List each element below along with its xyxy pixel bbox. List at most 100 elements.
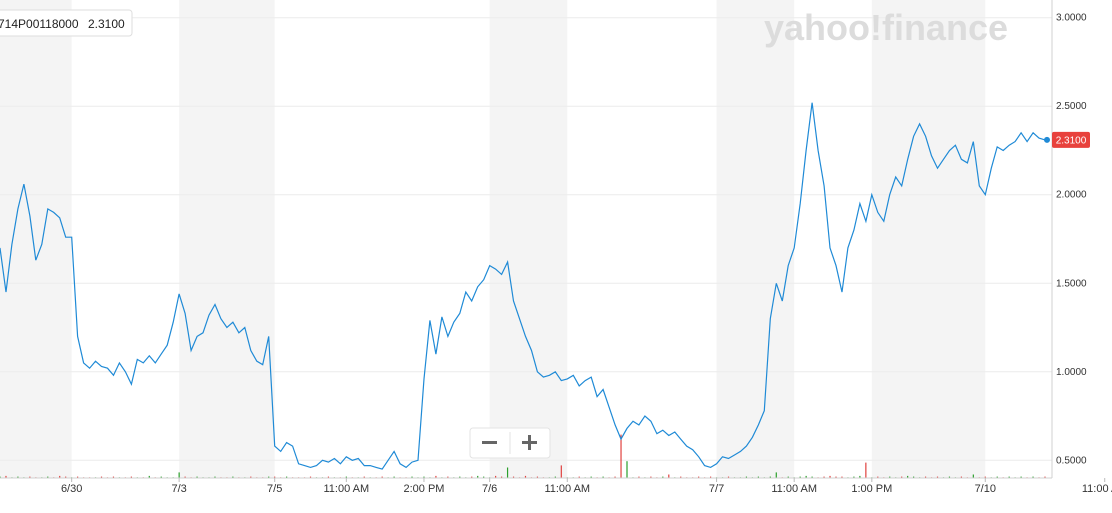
symbol-label: 714P00118000 bbox=[0, 17, 79, 31]
x-tick-label: 11:00 AM bbox=[324, 483, 370, 495]
volume-bar bbox=[506, 467, 509, 478]
y-tick-label: 0.5000 bbox=[1056, 455, 1087, 466]
volume-bar bbox=[268, 476, 270, 478]
volume-bar bbox=[811, 476, 813, 478]
volume-bar bbox=[602, 476, 604, 478]
x-tick-label: 7/7 bbox=[709, 483, 724, 495]
volume-bar bbox=[309, 476, 312, 478]
symbol-tag: 714P00118000 2.3100 bbox=[0, 9, 133, 37]
volume-bar bbox=[823, 476, 825, 478]
session-band bbox=[489, 0, 568, 478]
volume-bar bbox=[924, 476, 927, 478]
x-tick-label: 2:00 PM bbox=[403, 483, 444, 495]
volume-bar bbox=[913, 476, 915, 478]
volume-bar bbox=[112, 476, 115, 478]
zoom-in-button[interactable] bbox=[512, 430, 548, 456]
volume-bar bbox=[745, 476, 748, 478]
symbol-value: 2.3100 bbox=[88, 17, 125, 31]
zoom-out-button[interactable] bbox=[472, 430, 508, 456]
volume-bar bbox=[184, 476, 186, 478]
minus-icon bbox=[482, 441, 497, 444]
volume-bar bbox=[835, 476, 837, 478]
x-tick-label: 1:00 PM bbox=[851, 483, 892, 495]
volume-bar bbox=[787, 476, 789, 478]
volume-bar bbox=[232, 476, 234, 478]
session-band bbox=[0, 0, 72, 478]
volume-bar bbox=[393, 476, 395, 478]
volume-bar bbox=[590, 476, 592, 478]
volume-bar bbox=[77, 476, 79, 478]
volume-bar bbox=[0, 476, 1, 478]
volume-bar bbox=[650, 476, 652, 478]
yahoo-finance-watermark: yahoo!finance bbox=[764, 7, 1008, 48]
volume-bar bbox=[130, 476, 132, 478]
volume-bar bbox=[668, 474, 670, 478]
volume-bar bbox=[160, 476, 162, 478]
volume-bar bbox=[865, 462, 867, 478]
volume-bar bbox=[680, 476, 682, 478]
volume-bar bbox=[620, 434, 622, 478]
grid-lines bbox=[0, 17, 1052, 461]
volume-bar bbox=[381, 476, 383, 478]
volume-bar bbox=[483, 476, 485, 478]
volume-bar bbox=[901, 476, 903, 478]
volume-bar bbox=[829, 475, 831, 478]
volume-bar bbox=[471, 476, 473, 478]
volume-bar bbox=[757, 476, 759, 478]
x-tick-label: 7/10 bbox=[975, 483, 996, 495]
x-tick-label: 11:00 AM bbox=[771, 483, 817, 495]
volume-bar bbox=[554, 476, 556, 478]
volume-bar bbox=[638, 476, 640, 478]
volume-bar bbox=[578, 476, 580, 478]
volume-bar bbox=[614, 476, 616, 478]
session-bands bbox=[0, 0, 986, 478]
y-tick-label: 3.0000 bbox=[1056, 13, 1087, 24]
volume-bar bbox=[29, 476, 31, 478]
last-price-dot bbox=[1044, 136, 1050, 143]
y-tick-label: 2.5000 bbox=[1056, 101, 1087, 112]
session-band bbox=[716, 0, 795, 478]
volume-bar bbox=[47, 476, 49, 478]
volume-bar bbox=[286, 476, 288, 478]
volume-bar bbox=[769, 476, 771, 478]
volume-bar bbox=[698, 476, 700, 478]
y-tick-label: 1.5000 bbox=[1056, 278, 1087, 289]
x-tick-label: 11:00 AM bbox=[1082, 483, 1112, 495]
volume-bar bbox=[853, 476, 855, 478]
x-tick-label: 7/3 bbox=[171, 483, 186, 495]
volume-bar bbox=[907, 475, 909, 478]
volume-bar bbox=[710, 476, 712, 478]
volume-bar bbox=[447, 476, 449, 478]
volume-bar bbox=[59, 475, 61, 478]
volume-bar bbox=[5, 475, 7, 478]
volume-bar bbox=[477, 475, 479, 478]
volume-bar bbox=[501, 476, 503, 478]
volume-bar bbox=[662, 476, 664, 478]
volume-bar bbox=[799, 476, 801, 478]
volume-bar bbox=[435, 475, 437, 478]
y-tick-label: 1.0000 bbox=[1056, 367, 1087, 378]
x-tick-label: 7/5 bbox=[267, 483, 282, 495]
volume-bar bbox=[423, 476, 425, 478]
volume-bar bbox=[459, 476, 461, 478]
volume-bar bbox=[536, 476, 539, 478]
volume-bar bbox=[178, 472, 180, 478]
volume-bar bbox=[841, 476, 843, 478]
x-axis: 6/30 7/3 7/5 11:00 AM 2:00 PM 7/6 11:00 AM 7/7 1… bbox=[61, 478, 1112, 495]
volume-bar bbox=[859, 475, 861, 478]
volume-bar bbox=[984, 476, 986, 478]
x-tick-label: 7/6 bbox=[482, 483, 497, 495]
volume-bar bbox=[148, 475, 150, 478]
volume-bar bbox=[512, 476, 515, 478]
y-axis: 3.0000 2.5000 2.0000 1.5000 1.0000 0.5000 bbox=[1056, 13, 1087, 467]
volume-bar bbox=[996, 476, 998, 478]
volume-bar bbox=[327, 476, 330, 478]
y-tick-label: 2.0000 bbox=[1056, 190, 1087, 201]
last-price-label: 2.3100 bbox=[1056, 135, 1087, 146]
volume-bar bbox=[495, 475, 497, 478]
volume-bar bbox=[727, 476, 730, 478]
price-line bbox=[0, 102, 1046, 470]
session-band bbox=[179, 0, 275, 478]
volume-bar bbox=[805, 475, 807, 478]
